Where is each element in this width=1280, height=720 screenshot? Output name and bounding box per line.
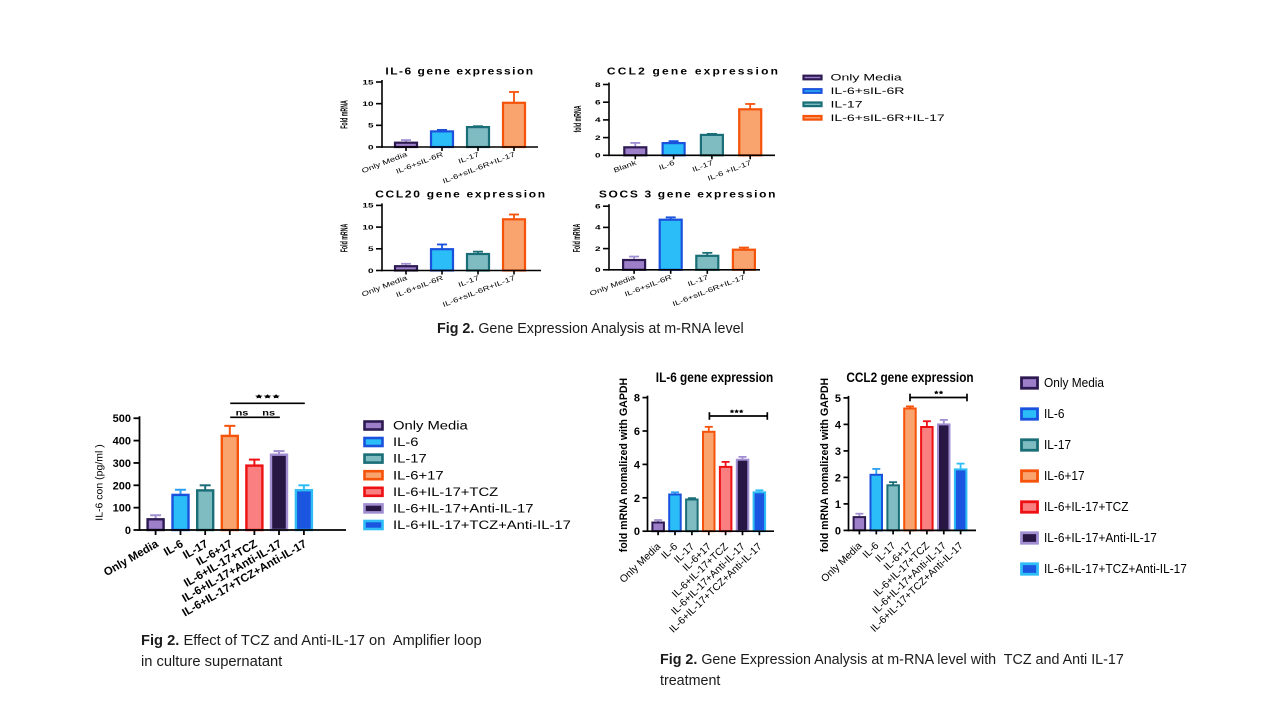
svg-text:2: 2 (595, 134, 601, 142)
svg-text:IL-17: IL-17 (457, 150, 480, 165)
svg-text:IL-6+IL-17+Anti-IL-17: IL-6+IL-17+Anti-IL-17 (393, 502, 534, 515)
svg-text:IL-6 +IL-17: IL-6 +IL-17 (707, 159, 753, 183)
svg-text:Fold mRNA: Fold mRNA (337, 224, 350, 253)
svg-text:IL-6+IL-17+TCZ: IL-6+IL-17+TCZ (393, 485, 498, 498)
svg-text:IL-6+IL-17+TCZ: IL-6+IL-17+TCZ (1044, 500, 1129, 514)
svg-text:0: 0 (125, 525, 131, 537)
svg-text:5: 5 (835, 393, 841, 405)
svg-text:IL-17: IL-17 (393, 452, 427, 465)
svg-text:Only Media: Only Media (831, 73, 903, 83)
svg-text:4: 4 (835, 419, 842, 431)
svg-text:3: 3 (835, 446, 841, 458)
svg-text:IL-6+sIL-6R+IL-17: IL-6+sIL-6R+IL-17 (671, 273, 746, 308)
svg-text:IL-6: IL-6 (658, 159, 676, 172)
svg-text:0: 0 (835, 525, 841, 537)
svg-text:IL-6+sIL-6R+IL-17: IL-6+sIL-6R+IL-17 (831, 113, 945, 123)
svg-text:Blank: Blank (613, 159, 639, 175)
svg-text:300: 300 (113, 458, 131, 470)
svg-text:CCL2 gene expression: CCL2 gene expression (846, 370, 973, 385)
svg-text:fold mRNA nomalized with GAPDH: fold mRNA nomalized with GAPDH (819, 378, 831, 552)
svg-text:15: 15 (362, 202, 374, 210)
svg-text:IL-6+IL-17+TCZ+Anti-IL-17: IL-6+IL-17+TCZ+Anti-IL-17 (393, 518, 571, 531)
svg-text:500: 500 (113, 413, 131, 425)
svg-text:IL-6+17: IL-6+17 (1044, 469, 1085, 483)
svg-text:6: 6 (634, 426, 640, 438)
svg-text:4: 4 (595, 224, 601, 232)
svg-text:5: 5 (368, 122, 374, 130)
svg-text:CCL20 gene expression: CCL20 gene expression (375, 189, 547, 200)
svg-text:200: 200 (113, 480, 131, 492)
svg-text:Only Media: Only Media (102, 538, 161, 579)
svg-text:4: 4 (634, 459, 641, 471)
svg-text:IL-6+IL-17+Anti-IL-17: IL-6+IL-17+Anti-IL-17 (1044, 531, 1157, 545)
svg-text:15: 15 (362, 78, 374, 86)
svg-text:Fold mRNA: Fold mRNA (337, 100, 350, 129)
svg-text:0: 0 (368, 267, 374, 275)
svg-text:IL-17: IL-17 (457, 274, 480, 289)
svg-text:Fold mRNA: Fold mRNA (570, 224, 583, 253)
svg-text:fold mRNA: fold mRNA (571, 105, 584, 132)
svg-text:ns: ns (236, 408, 249, 418)
svg-text:IL-6: IL-6 (393, 435, 418, 448)
svg-text:1: 1 (835, 499, 841, 511)
svg-text:Only Media: Only Media (1044, 376, 1104, 390)
svg-text:0: 0 (595, 266, 601, 274)
svg-text:IL-6+sIL-6R: IL-6+sIL-6R (831, 86, 905, 96)
svg-text:SOCS 3 gene expression: SOCS 3 gene expression (599, 189, 777, 200)
svg-text:IL-6: IL-6 (1044, 407, 1065, 421)
svg-text:2: 2 (835, 472, 841, 484)
svg-text:IL-6 gene expression: IL-6 gene expression (656, 370, 773, 385)
svg-text:CCL2 gene expression: CCL2 gene expression (607, 66, 780, 77)
svg-text:5: 5 (368, 245, 374, 253)
svg-text:10: 10 (362, 100, 374, 108)
svg-text:6: 6 (595, 202, 601, 210)
svg-text:2: 2 (634, 493, 640, 505)
svg-text:8: 8 (595, 81, 601, 89)
svg-text:8: 8 (634, 393, 640, 405)
svg-text:Only Media: Only Media (393, 419, 468, 432)
svg-text:6: 6 (595, 98, 601, 106)
svg-text:IL-6 con (pg/ml ): IL-6 con (pg/ml ) (94, 444, 106, 520)
svg-text:0: 0 (368, 143, 374, 151)
svg-text:IL-6+IL-17+TCZ+Anti-IL-17: IL-6+IL-17+TCZ+Anti-IL-17 (1044, 562, 1187, 576)
svg-text:IL-17: IL-17 (1044, 438, 1071, 452)
svg-text:IL-6+17: IL-6+17 (393, 469, 444, 482)
svg-text:4: 4 (595, 116, 601, 124)
svg-text:100: 100 (113, 503, 131, 515)
svg-text:IL-17: IL-17 (687, 273, 710, 288)
svg-text:10: 10 (362, 223, 374, 231)
svg-text:IL-6 gene expression: IL-6 gene expression (385, 66, 534, 77)
svg-text:IL-17: IL-17 (691, 159, 714, 174)
svg-text:2: 2 (595, 245, 601, 253)
svg-text:0: 0 (634, 526, 640, 538)
svg-text:fold mRNA nomalized with GAPDH: fold mRNA nomalized with GAPDH (618, 378, 630, 552)
svg-text:IL-6: IL-6 (162, 538, 186, 559)
svg-text:IL-17: IL-17 (831, 100, 863, 110)
svg-text:0: 0 (595, 152, 601, 160)
svg-text:400: 400 (113, 436, 131, 448)
svg-text:ns: ns (262, 408, 275, 418)
